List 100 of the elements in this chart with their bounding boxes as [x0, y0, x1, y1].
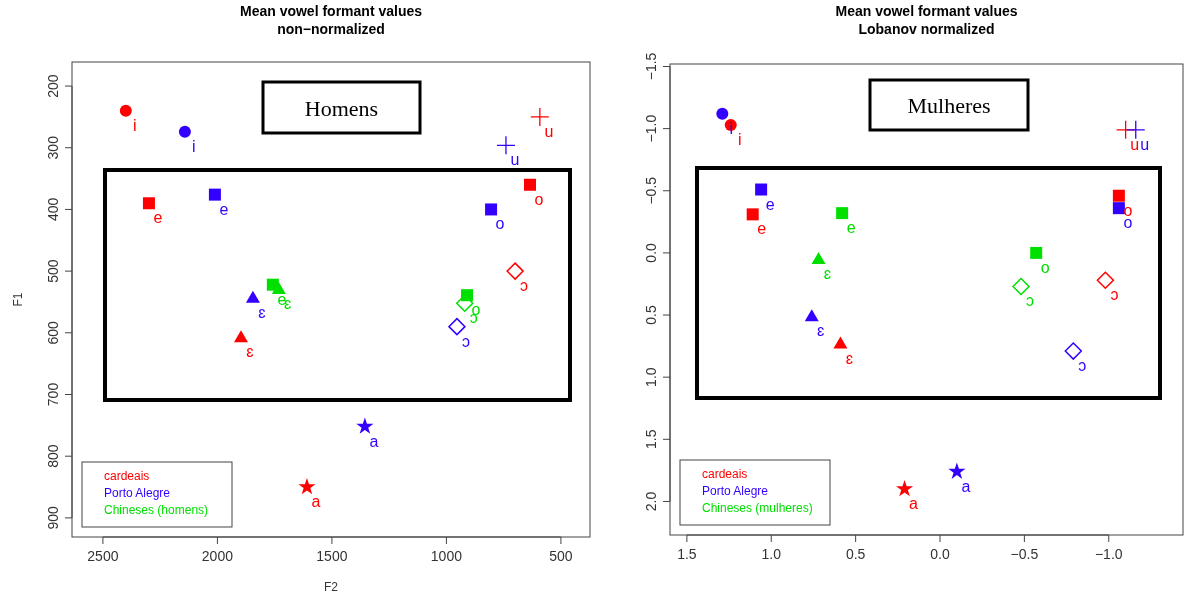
point: [1064, 342, 1083, 360]
data-label: o: [1123, 201, 1133, 219]
point: [448, 317, 466, 336]
data-label: o: [534, 190, 544, 208]
point: [485, 203, 498, 216]
point: [811, 252, 826, 265]
point: [1112, 189, 1125, 202]
point: [119, 104, 132, 117]
data-label: e: [219, 200, 229, 218]
chart-subtitle: Lobanov normalized: [858, 21, 995, 37]
data-label: a: [961, 477, 971, 495]
y-tick-label: 700: [45, 382, 61, 407]
chart-title: Mean vowel formant values: [835, 3, 1018, 19]
data-label: a: [369, 432, 379, 450]
y-tick-label: 2.0: [643, 491, 659, 512]
y-tick-label: 0.5: [643, 305, 659, 325]
data-label: o: [1040, 258, 1050, 276]
data-label: u: [544, 122, 554, 140]
x-tick-label: 1.5: [677, 546, 697, 562]
x-tick-label: −1.0: [1094, 546, 1123, 562]
y-tick-label: 500: [45, 259, 61, 283]
y-tick-label: 900: [45, 505, 61, 530]
point: [1012, 277, 1030, 296]
y-tick-label: −1.0: [643, 114, 659, 143]
y-tick-label: 200: [45, 74, 61, 98]
data-label: e: [757, 220, 767, 238]
data-label: ɛ: [258, 303, 266, 321]
y-axis-title: F1: [11, 292, 25, 307]
text: Porto Alegre: [702, 484, 769, 498]
chart-subtitle: non−normalized: [277, 21, 385, 37]
point: [461, 289, 474, 302]
x-tick-label: 0.5: [845, 546, 866, 562]
data-label: a: [909, 495, 919, 513]
data-label: u: [1140, 135, 1150, 153]
y-tick-label: 800: [45, 444, 61, 468]
x-tick-label: 2500: [87, 548, 119, 564]
data-label: i: [192, 137, 196, 155]
y-tick-label: 1.0: [643, 367, 659, 387]
point: [506, 262, 524, 280]
data-label: e: [153, 209, 163, 227]
point: [530, 107, 550, 127]
point: [1096, 271, 1115, 289]
y-tick-label: 300: [45, 135, 61, 160]
data-label: ɔ: [520, 277, 529, 295]
x-tick-label: 1.0: [761, 546, 782, 562]
point: [746, 208, 759, 221]
point: [142, 197, 155, 210]
point: [755, 183, 768, 196]
point: [356, 417, 374, 434]
x-tick-label: 2000: [201, 548, 234, 564]
point: [836, 207, 849, 220]
point: [271, 282, 286, 295]
data-label: ɛ: [246, 343, 254, 361]
point: [896, 480, 914, 497]
point: [208, 188, 221, 201]
data-label: o: [495, 215, 505, 233]
y-tick-label: −0.5: [643, 176, 659, 205]
chart-title: Mean vowel formant values: [239, 3, 423, 19]
y-tick-label: 0.0: [643, 242, 659, 263]
x-tick-label: −0.5: [1010, 546, 1039, 562]
point: [245, 290, 260, 303]
y-tick-label: 1.5: [643, 429, 659, 450]
data-label: ɛ: [817, 322, 825, 340]
point: [1126, 120, 1146, 140]
y-tick-label: −1.5: [643, 52, 659, 81]
data-label: e: [846, 219, 856, 237]
data-label: ɛ: [845, 349, 854, 367]
annotation: Homens: [304, 95, 379, 121]
point: [524, 178, 536, 191]
data-label: ɔ: [1078, 357, 1087, 375]
data-label: ɔ: [461, 332, 470, 350]
text: Chineses (mulheres): [702, 501, 813, 515]
point: [804, 309, 819, 322]
point: [833, 336, 848, 349]
point: [298, 478, 316, 495]
data-label: ɛ: [823, 265, 832, 283]
text: cardeais: [104, 469, 150, 483]
point: [716, 107, 729, 120]
data-label: i: [729, 119, 734, 137]
point: [496, 135, 516, 155]
annotation: Mulheres: [907, 93, 991, 118]
data-label: e: [765, 195, 775, 213]
y-tick-label: 600: [45, 320, 61, 345]
data-label: a: [311, 493, 321, 511]
data-label: i: [737, 130, 742, 148]
point: [178, 125, 191, 138]
data-label: u: [510, 151, 520, 169]
x-tick-label: 1000: [430, 548, 463, 564]
y-tick-label: 400: [45, 197, 61, 222]
text: Chineses (homens): [104, 503, 209, 517]
data-label: u: [1130, 135, 1140, 153]
text: Porto Alegre: [104, 486, 171, 500]
data-label: ɔ: [1026, 292, 1034, 310]
data-label: ɔ: [1110, 286, 1119, 304]
point: [234, 330, 248, 343]
x-axis-title: F2: [323, 580, 339, 594]
point: [1030, 246, 1043, 259]
x-tick-label: 500: [549, 548, 573, 564]
point: [948, 462, 966, 479]
point: [1112, 202, 1125, 215]
